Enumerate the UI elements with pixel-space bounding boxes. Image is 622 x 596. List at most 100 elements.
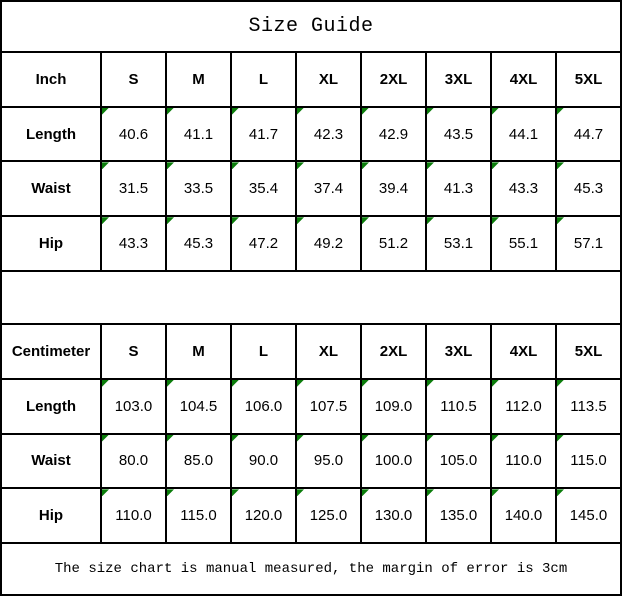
size-header-cell: L	[230, 50, 297, 108]
comment-marker-icon	[168, 490, 174, 497]
measurement-value-cell: 55.1	[490, 215, 557, 273]
measurement-value: 41.1	[183, 125, 214, 143]
measurement-value: 33.5	[183, 180, 214, 198]
measurement-value: 42.9	[378, 125, 409, 143]
comment-marker-icon	[493, 163, 499, 170]
title-row: Size Guide	[0, 0, 622, 53]
comment-marker-icon	[558, 380, 564, 387]
measurement-value-cell: 57.1	[555, 215, 622, 273]
spacer-row	[0, 270, 622, 325]
size-header-row: Centimeter S M L XL 2XL 3XL 4XL 5XL	[0, 322, 622, 380]
comment-marker-icon	[168, 163, 174, 170]
size-header-cell: 4XL	[490, 322, 557, 380]
comment-marker-icon	[298, 435, 304, 442]
measurement-value: 110.0	[115, 507, 152, 525]
comment-marker-icon	[103, 435, 109, 442]
measurement-value-cell: 103.0	[100, 377, 167, 435]
comment-marker-icon	[558, 218, 564, 225]
measurement-value-cell: 43.5	[425, 105, 492, 163]
measurement-value: 115.0	[570, 452, 607, 470]
size-header-cell: 2XL	[360, 322, 427, 380]
centimeter-table-body: Centimeter S M L XL 2XL 3XL 4XL 5XL Length 103.0 10…	[0, 322, 622, 545]
measurement-row: Waist 80.0 85.0 90.0 95.0 100.0 105.0 110.0 115.…	[0, 432, 622, 490]
measurement-value-cell: 49.2	[295, 215, 362, 273]
measurement-value: 47.2	[248, 235, 279, 253]
comment-marker-icon	[558, 108, 564, 115]
measurement-value-cell: 45.3	[555, 160, 622, 218]
measurement-row: Hip 110.0 115.0 120.0 125.0 130.0 135.0 140.0 14…	[0, 487, 622, 545]
comment-marker-icon	[168, 380, 174, 387]
comment-marker-icon	[363, 380, 369, 387]
measurement-value: 106.0	[244, 397, 283, 415]
measurement-value-cell: 110.0	[490, 432, 557, 490]
measurement-value-cell: 42.9	[360, 105, 427, 163]
inch-table-body: Inch S M L XL 2XL 3XL 4XL 5XL Length 40.6 41.1 41.7 4…	[0, 50, 622, 273]
measurement-value-cell: 140.0	[490, 487, 557, 545]
measurement-value: 145.0	[569, 507, 608, 525]
comment-marker-icon	[298, 163, 304, 170]
comment-marker-icon	[233, 490, 239, 497]
measurement-value: 115.0	[180, 507, 217, 525]
measurement-value-cell: 33.5	[165, 160, 232, 218]
comment-marker-icon	[363, 163, 369, 170]
measurement-value-cell: 113.5	[555, 377, 622, 435]
measurement-value: 85.0	[183, 452, 214, 470]
measurement-value: 100.0	[374, 452, 413, 470]
measurement-value: 113.5	[570, 397, 607, 415]
measurement-value-cell: 47.2	[230, 215, 297, 273]
measurement-value: 43.5	[443, 125, 474, 143]
comment-marker-icon	[363, 435, 369, 442]
measurement-value: 44.1	[508, 125, 539, 143]
measurement-value-cell: 80.0	[100, 432, 167, 490]
comment-marker-icon	[103, 108, 109, 115]
measurement-value: 45.3	[573, 180, 604, 198]
measurement-value-cell: 43.3	[490, 160, 557, 218]
measurement-value-cell: 42.3	[295, 105, 362, 163]
comment-marker-icon	[428, 490, 434, 497]
unit-header-cell: Inch	[0, 50, 102, 108]
size-header-cell: 5XL	[555, 322, 622, 380]
size-header-cell: 2XL	[360, 50, 427, 108]
comment-marker-icon	[493, 490, 499, 497]
measurement-value: 53.1	[443, 235, 474, 253]
comment-marker-icon	[103, 218, 109, 225]
comment-marker-icon	[233, 108, 239, 115]
measurement-value: 49.2	[313, 235, 344, 253]
measurement-label-cell: Waist	[0, 432, 102, 490]
measurement-label-cell: Hip	[0, 487, 102, 545]
footer-row: The size chart is manual measured, the m…	[0, 542, 622, 596]
measurement-value-cell: 145.0	[555, 487, 622, 545]
measurement-value-cell: 112.0	[490, 377, 557, 435]
measurement-value-cell: 40.6	[100, 105, 167, 163]
measurement-value: 109.0	[374, 397, 413, 415]
size-header-cell: S	[100, 50, 167, 108]
measurement-value: 37.4	[313, 180, 344, 198]
measurement-value: 44.7	[573, 125, 604, 143]
measurement-value: 35.4	[248, 180, 279, 198]
measurement-value: 41.7	[248, 125, 279, 143]
comment-marker-icon	[168, 435, 174, 442]
comment-marker-icon	[168, 108, 174, 115]
measurement-value: 107.5	[309, 397, 348, 415]
size-header-cell: S	[100, 322, 167, 380]
size-header-cell: 4XL	[490, 50, 557, 108]
measurement-value-cell: 110.0	[100, 487, 167, 545]
measurement-value-cell: 44.7	[555, 105, 622, 163]
comment-marker-icon	[233, 218, 239, 225]
measurement-value-cell: 107.5	[295, 377, 362, 435]
size-header-cell: M	[165, 50, 232, 108]
size-header-row: Inch S M L XL 2XL 3XL 4XL 5XL	[0, 50, 622, 108]
measurement-row: Waist 31.5 33.5 35.4 37.4 39.4 41.3 43.3 45.3	[0, 160, 622, 218]
measurement-value-cell: 85.0	[165, 432, 232, 490]
measurement-value-cell: 110.5	[425, 377, 492, 435]
measurement-value: 125.0	[309, 507, 348, 525]
size-header-cell: XL	[295, 50, 362, 108]
comment-marker-icon	[493, 108, 499, 115]
comment-marker-icon	[428, 218, 434, 225]
measurement-value: 140.0	[504, 507, 543, 525]
measurement-value: 43.3	[118, 235, 149, 253]
comment-marker-icon	[363, 490, 369, 497]
size-header-cell: XL	[295, 322, 362, 380]
comment-marker-icon	[493, 218, 499, 225]
